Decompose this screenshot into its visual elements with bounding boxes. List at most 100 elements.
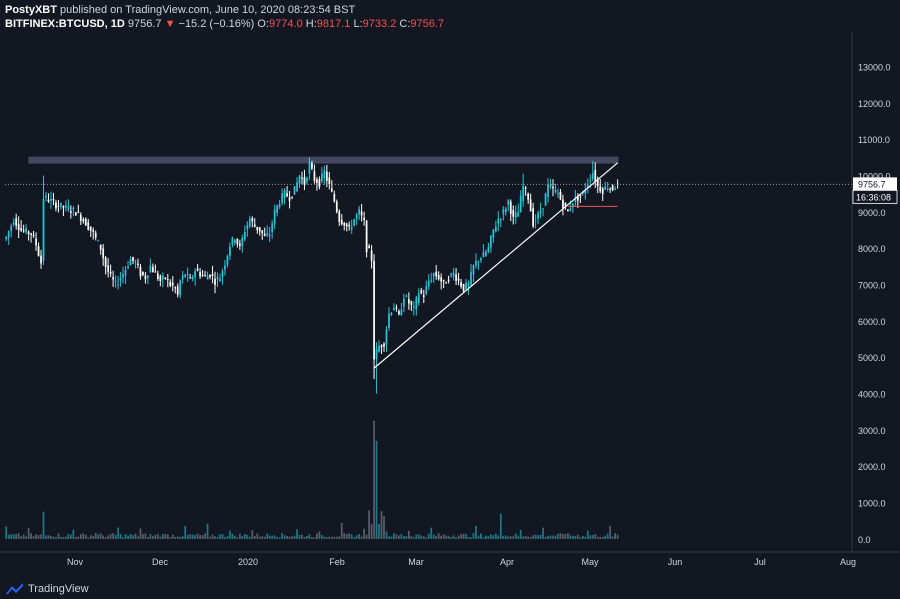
volume-bar [142, 534, 144, 539]
volume-bar [303, 536, 306, 539]
volume-bar [156, 534, 159, 539]
candle-body [504, 208, 507, 213]
candle-body [137, 263, 139, 265]
candle-body [420, 290, 423, 294]
author-name[interactable]: PostyXBT [5, 4, 57, 16]
candle-body [385, 329, 388, 345]
candle-body [87, 222, 90, 230]
candle-body [460, 282, 462, 287]
candle-body [417, 293, 420, 303]
volume-bar [161, 534, 164, 539]
candle-body [579, 195, 582, 197]
candle-body [129, 258, 132, 266]
candle-body [216, 277, 219, 280]
candle-body [256, 226, 259, 230]
triangle-down-icon: ▼ [164, 18, 176, 30]
candle-body [383, 343, 385, 347]
price-axis[interactable]: 0.0 1000.0 2000.0 3000.0 4000.0 5000.0 6000.0 7… [851, 32, 891, 552]
candle-body [554, 189, 557, 192]
volume-bar [562, 533, 564, 539]
candle-body [124, 269, 127, 276]
volume-bar [487, 536, 490, 539]
symbol-name[interactable]: BITFINEX:BTCUSD, 1D [5, 18, 125, 30]
open-label: O: [257, 18, 270, 30]
volume-bar [482, 537, 485, 539]
candle-body [258, 227, 261, 232]
x-tick-label: Apr [500, 557, 514, 567]
candle-body [55, 202, 57, 209]
candle-body [20, 228, 23, 231]
x-tick-label: Mar [408, 557, 424, 567]
candle-body [156, 273, 159, 280]
volume-bar [124, 534, 127, 539]
volume-bar [251, 530, 254, 539]
y-tick-label: 9000.0 [858, 208, 886, 218]
x-tick-label: 2020 [238, 557, 258, 567]
volume-bar [557, 533, 559, 539]
candle-body [455, 274, 457, 281]
candle-body [400, 309, 403, 316]
candle-body [7, 231, 10, 238]
price-change: −15.2 (−0.16%) [178, 18, 255, 30]
volume-bar [281, 533, 283, 539]
candle-body [514, 212, 517, 218]
candle-body [89, 226, 92, 231]
candle-body [487, 246, 490, 252]
candle-body [422, 295, 425, 298]
volume-bar [92, 535, 95, 539]
volume-bar [296, 529, 298, 539]
volume-bar [445, 535, 448, 539]
candle-body [109, 272, 112, 274]
volume-bar [17, 533, 20, 539]
candle-body [22, 230, 25, 232]
candle-body [114, 280, 117, 282]
volume-bar [417, 534, 420, 539]
candle-body [497, 219, 500, 224]
candle-body [360, 211, 363, 216]
volume-bar [547, 535, 549, 539]
candle-body [42, 198, 45, 261]
volume-bar [144, 533, 147, 539]
volume-bar [201, 535, 204, 539]
time-axis[interactable]: Nov Dec 2020 Feb Mar Apr May Jun Jul Aug [0, 551, 900, 567]
y-tick-label: 2000.0 [858, 462, 886, 472]
candle-body [569, 208, 572, 211]
candle-body [330, 188, 333, 192]
volume-bar [554, 535, 557, 539]
candle-body [152, 266, 154, 273]
volume-bar [166, 534, 169, 539]
volume-bar [209, 536, 211, 539]
volume-bar [206, 523, 209, 539]
volume-bar [224, 536, 226, 539]
candle-body [211, 273, 214, 276]
volume-bar [589, 535, 592, 539]
volume-bar [149, 533, 152, 539]
volume-bar [82, 533, 85, 539]
volume-bar [504, 535, 507, 539]
candle-body [139, 266, 142, 277]
volume-bar [189, 534, 192, 539]
low-label: L: [353, 18, 363, 30]
x-tick-label: Jun [668, 557, 683, 567]
volume-bar [27, 528, 30, 539]
volume-bar [194, 534, 196, 539]
candle-body [490, 235, 492, 248]
volume-bar [129, 533, 132, 539]
candle-body [94, 232, 97, 238]
candle-body [45, 195, 47, 198]
volume-bar [420, 535, 423, 539]
candle-body [323, 170, 326, 179]
candle-body [286, 193, 288, 197]
candle-body [164, 277, 167, 279]
volume-bar [604, 535, 607, 539]
candle-body [15, 218, 18, 226]
candle-body [99, 244, 102, 250]
volume-bar [407, 530, 410, 539]
volume-bar [542, 527, 544, 539]
candle-body [502, 209, 505, 214]
footer-brand[interactable]: TradingView [6, 583, 89, 595]
candle-body [112, 277, 114, 280]
volume-bar [147, 537, 149, 539]
x-tick-label: Dec [152, 557, 169, 567]
